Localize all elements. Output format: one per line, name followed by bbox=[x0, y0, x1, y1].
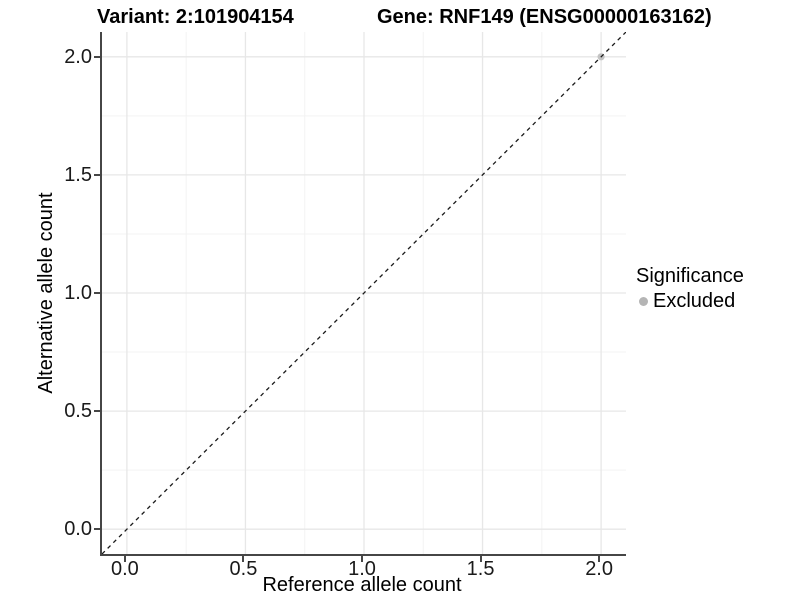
x-tick-label: 1.5 bbox=[466, 558, 495, 580]
y-tick-mark bbox=[94, 410, 100, 413]
x-axis-title: Reference allele count bbox=[262, 574, 462, 596]
y-tick-mark bbox=[94, 292, 100, 294]
y-tick-mark bbox=[94, 173, 100, 176]
x-tick-mark bbox=[123, 556, 126, 562]
x-tick-mark bbox=[598, 556, 601, 562]
plot-title-variant: Variant: 2:101904154 bbox=[97, 6, 294, 28]
plot-canvas bbox=[102, 32, 626, 554]
excluded-point-icon bbox=[639, 296, 648, 306]
legend: Significance Excluded bbox=[636, 264, 744, 313]
y-tick-mark bbox=[94, 55, 100, 58]
x-tick-mark bbox=[242, 556, 245, 562]
y-tick-mark bbox=[94, 528, 100, 531]
x-tick-label: 1.0 bbox=[348, 558, 376, 580]
y-tick-label: 0.0 bbox=[64, 518, 92, 541]
legend-item-label: Excluded bbox=[653, 290, 736, 312]
x-tick-mark bbox=[479, 556, 482, 562]
x-tick-label: 0.5 bbox=[229, 558, 258, 580]
y-axis-title: Alternative allele count bbox=[35, 192, 57, 394]
x-tick-mark bbox=[361, 556, 363, 562]
legend-item-excluded: Excluded bbox=[639, 289, 744, 313]
legend-title: Significance bbox=[636, 265, 744, 287]
y-tick-label: 0.5 bbox=[64, 400, 92, 423]
plot-panel bbox=[100, 32, 626, 556]
x-tick-label: 2.0 bbox=[585, 558, 613, 580]
y-tick-label: 2.0 bbox=[64, 45, 92, 68]
plot-title-gene: Gene: RNF149 (ENSG00000163162) bbox=[377, 6, 712, 28]
x-tick-label: 0.0 bbox=[110, 558, 139, 580]
y-tick-label: 1.0 bbox=[64, 282, 92, 304]
identity-dashed-line bbox=[102, 32, 626, 554]
y-tick-label: 1.5 bbox=[64, 163, 92, 186]
